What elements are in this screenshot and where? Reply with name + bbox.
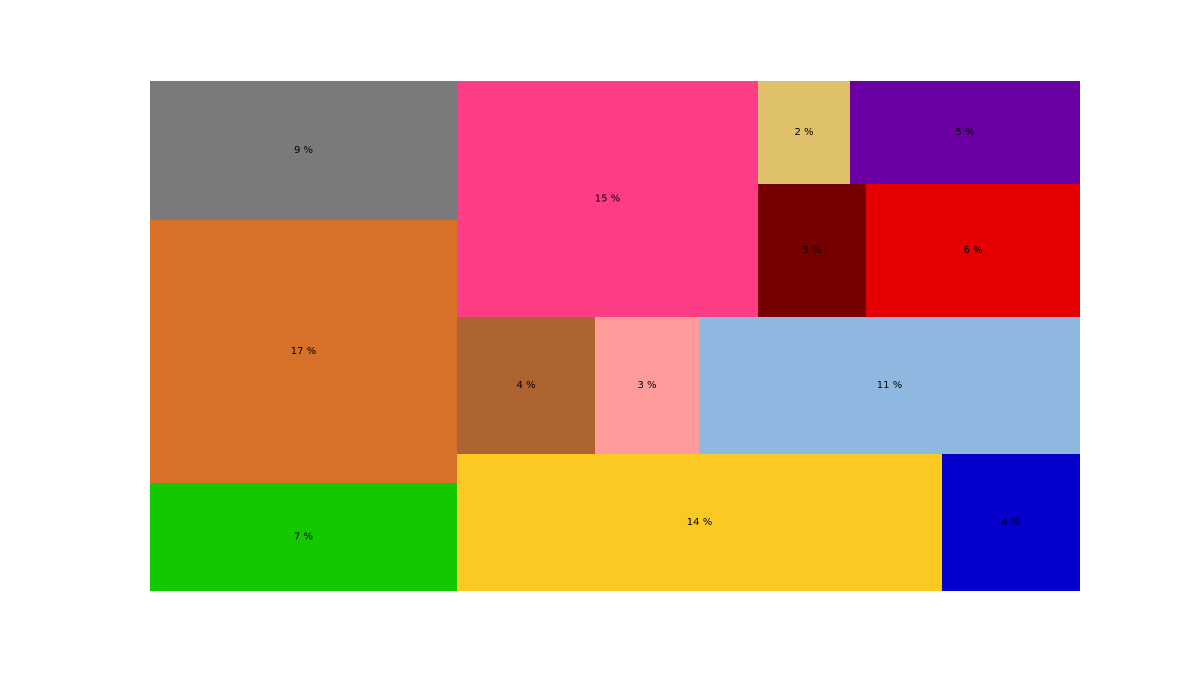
treemap-tile-1 — [150, 81, 457, 220]
treemap-tile-2 — [150, 220, 457, 483]
treemap-tile-label-7: 3 % — [802, 245, 821, 256]
treemap-tile-label-4: 15 % — [595, 194, 620, 205]
treemap-tile-label-2: 17 % — [291, 346, 316, 357]
treemap-tile-label-11: 11 % — [877, 380, 902, 391]
treemap-tile-label-10: 3 % — [637, 380, 656, 391]
treemap-tile-13 — [942, 454, 1080, 591]
treemap-tile-4 — [457, 81, 758, 317]
treemap-tile-12 — [457, 454, 942, 591]
treemap-tile-10 — [595, 317, 699, 454]
treemap-tile-8 — [866, 184, 1080, 317]
treemap-tile-label-12: 14 % — [687, 517, 712, 528]
treemap-tile-5 — [758, 81, 850, 184]
treemap-tile-label-9: 4 % — [516, 380, 535, 391]
treemap-tile-11 — [699, 317, 1080, 454]
treemap-tile-label-8: 6 % — [963, 245, 982, 256]
treemap-tile-6 — [850, 81, 1080, 184]
treemap-tile-7 — [758, 184, 866, 317]
treemap-tile-label-3: 7 % — [294, 532, 313, 543]
labels-layer: 9 % 17 % 7 % 15 % 2 % 5 % 3 % 6 % 4 % 3 % 11 % 14 %… — [291, 127, 1021, 543]
treemap-tile-label-1: 9 % — [294, 145, 313, 156]
treemap-tile-label-5: 2 % — [794, 127, 813, 138]
tiles-layer — [150, 81, 1080, 591]
treemap-tile-9 — [457, 317, 595, 454]
treemap-tile-3 — [150, 483, 457, 591]
treemap-tile-label-13: 4 % — [1001, 517, 1020, 528]
treemap-tile-label-6: 5 % — [955, 127, 974, 138]
